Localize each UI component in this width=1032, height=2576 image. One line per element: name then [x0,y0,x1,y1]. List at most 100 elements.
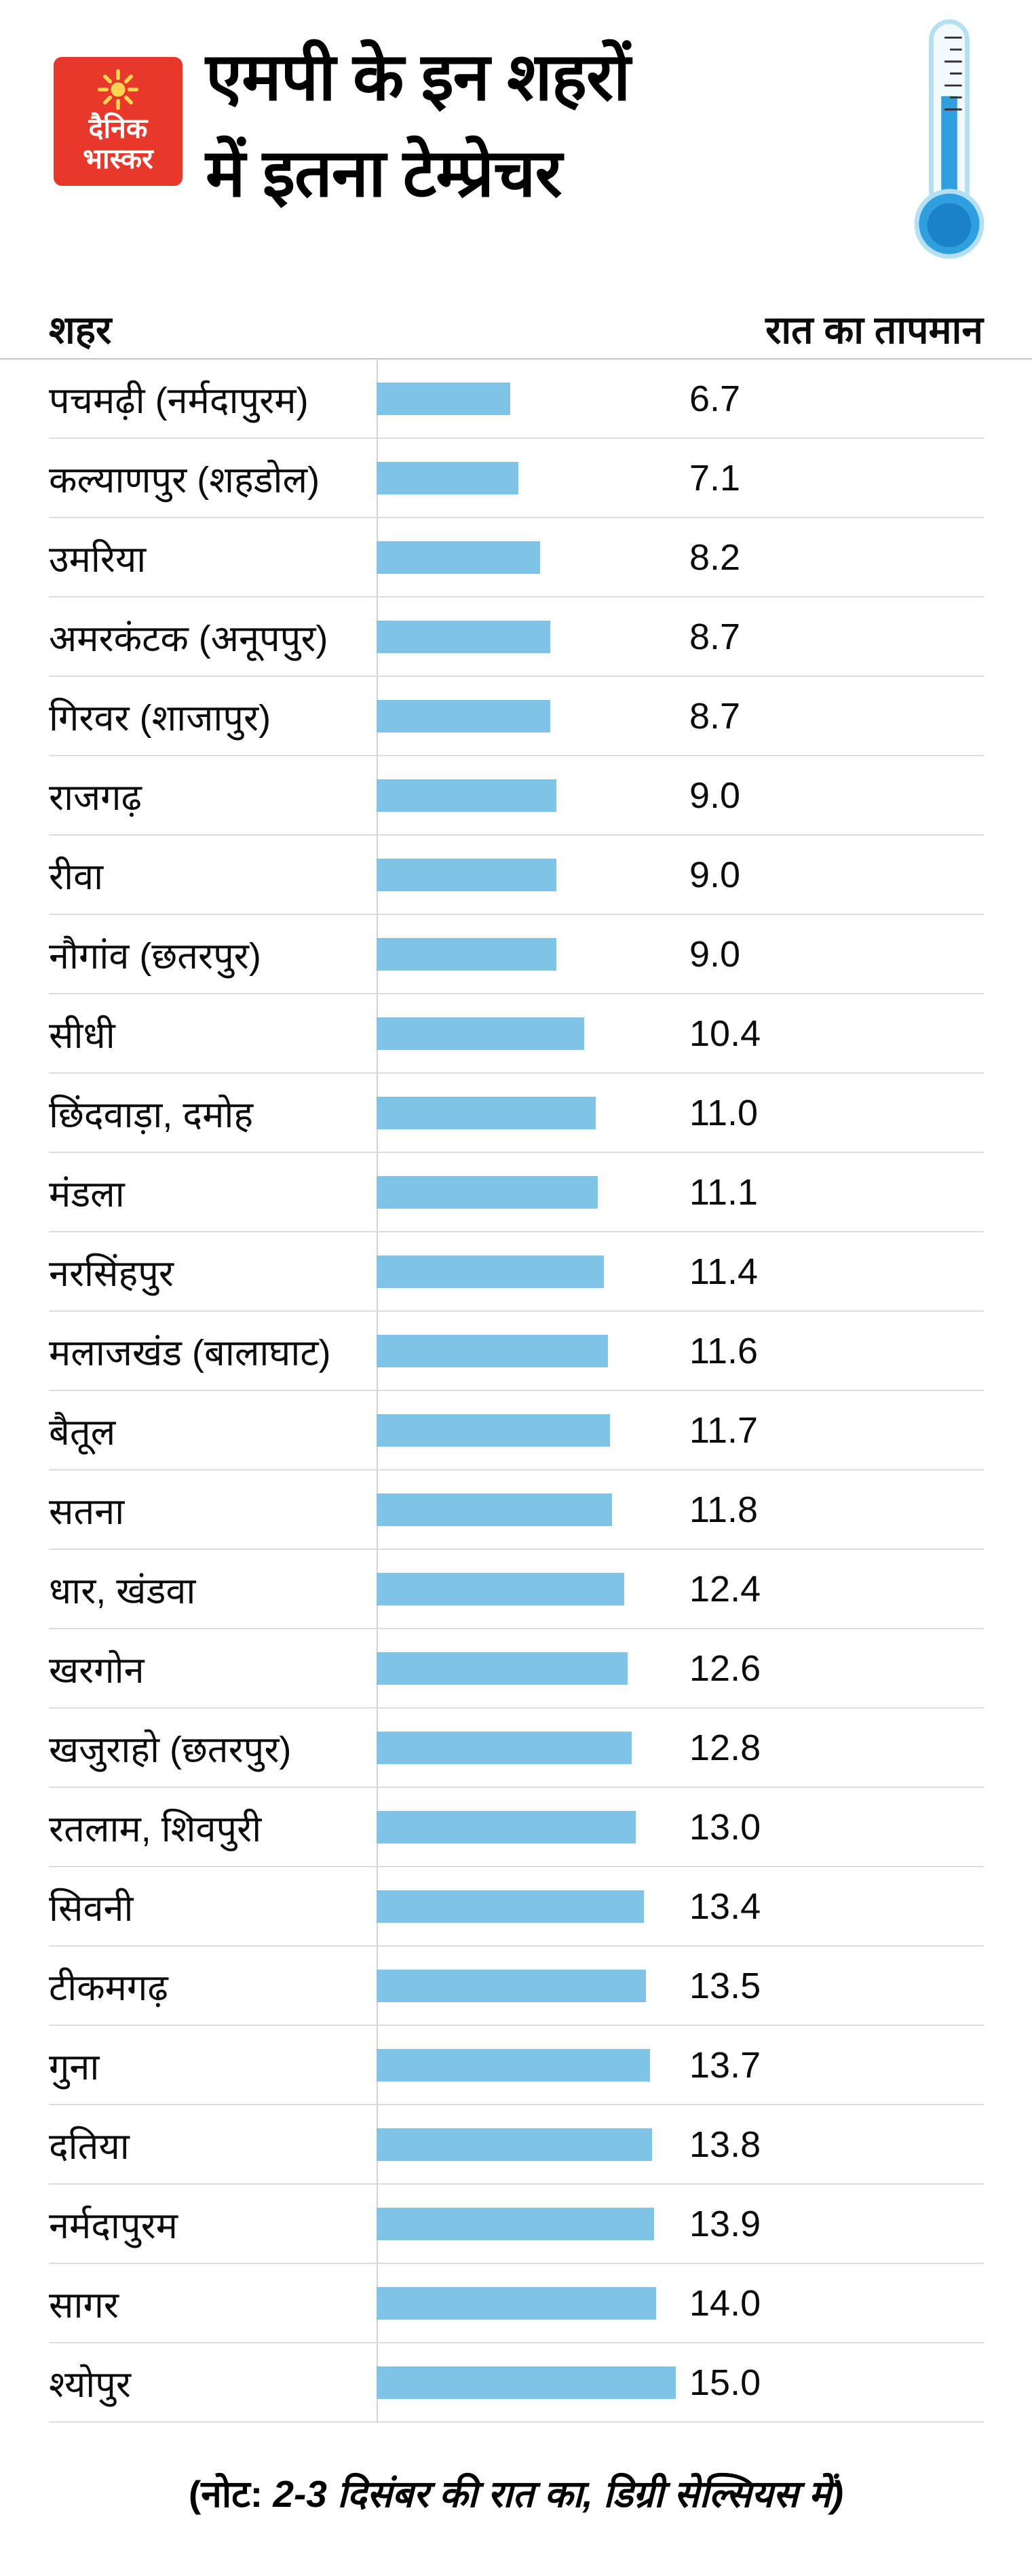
city-label: छिंदवाड़ा, दमोह [49,1094,254,1135]
table-row: श्योपुर 15.0 [49,2343,984,2423]
temperature-value: 9.0 [689,854,741,895]
temperature-value: 13.8 [689,2124,761,2165]
temperature-bar [377,1890,644,1923]
bar-track [377,620,676,653]
bar-track [377,1810,676,1843]
dainik-bhaskar-logo: दैनिक भास्कर [54,57,183,186]
bar-track [377,2207,676,2240]
bar-track [377,382,676,415]
table-row: दतिया 13.8 [49,2105,984,2185]
note-label: (नोट: [188,2473,263,2515]
table-row: रतलाम, शिवपुरी 13.0 [49,1788,984,1867]
city-label: नौगांव (छतरपुर) [49,935,261,977]
temperature-bar [377,1413,610,1447]
temperature-value: 8.7 [689,616,741,657]
temperature-value: 13.0 [689,1806,761,1848]
city-label: सीधी [49,1015,115,1056]
city-label: सिवनी [49,1888,134,1929]
city-label: धार, खंडवा [49,1570,196,1612]
bar-track [377,2048,676,2082]
temperature-bar [377,1731,632,1764]
temperature-bar [377,2366,676,2399]
city-label: मंडला [49,1173,125,1215]
temperature-value: 9.0 [689,775,741,816]
table-row: गिरवर (शाजापुर) 8.7 [49,677,984,756]
city-label: दतिया [49,2126,130,2167]
temperature-bar [377,1652,628,1685]
bar-track [377,461,676,494]
table-row: धार, खंडवा 12.4 [49,1550,984,1629]
table-row: कल्याणपुर (शहडोल) 7.1 [49,439,984,518]
bar-track [377,699,676,733]
city-label: कल्याणपुर (शहडोल) [49,459,320,501]
note-text: 2-3 दिसंबर की रात का, डिग्री सेल्सियस मे… [273,2473,844,2515]
temperature-value: 7.1 [689,457,741,499]
city-label: पचमढ़ी (नर्मदापुरम) [49,380,309,421]
temperature-value: 10.4 [689,1013,761,1054]
temperature-value: 11.1 [689,1171,759,1213]
bar-track [377,1731,676,1764]
temperature-bar [377,620,550,653]
temperature-bar [377,2128,652,2161]
logo-text-line1: दैनिक [88,112,148,144]
city-label: बैतूल [49,1411,116,1453]
table-row: टीकमगढ़ 13.5 [49,1947,984,2026]
temperature-value: 13.4 [689,1886,761,1927]
city-label: सतना [49,1491,125,1532]
temperature-bar [377,1493,612,1526]
temperature-value: 8.7 [689,695,741,737]
table-row: उमरिया 8.2 [49,518,984,598]
table-row: नर्मदापुरम 13.9 [49,2185,984,2264]
temperature-bar [377,699,550,733]
bar-track [377,1017,676,1050]
temperature-bar [377,2048,650,2082]
bar-track [377,541,676,574]
bar-track [377,1413,676,1447]
temperature-value: 13.5 [689,1965,761,2006]
temperature-value: 8.2 [689,536,741,578]
table-row: खरगोन 12.6 [49,1629,984,1709]
footer-note: (नोट: 2-3 दिसंबर की रात का, डिग्री सेल्स… [0,2467,1032,2518]
city-label: गुना [49,2046,100,2088]
table-row: अमरकंटक (अनूपपुर) 8.7 [49,598,984,677]
table-row: सिवनी 13.4 [49,1867,984,1947]
temperature-bar [377,1810,636,1843]
temperature-value: 6.7 [689,378,741,419]
city-label: राजगढ़ [49,777,142,818]
title-line2: में इतना टेम्प्रेचर [206,136,562,211]
temperature-bar [377,858,556,891]
temperature-value: 12.8 [689,1727,761,1768]
city-label: रीवा [49,856,104,897]
bar-track [377,1334,676,1367]
bar-track [377,1890,676,1923]
temperature-bar [377,461,518,494]
city-label: नर्मदापुरम [49,2205,178,2246]
city-label: गिरवर (शाजापुर) [49,697,271,739]
temperature-value: 13.7 [689,2044,761,2086]
city-label: नरसिंहपुर [49,1253,174,1294]
city-label: सागर [49,2284,119,2326]
temperature-value: 14.0 [689,2282,761,2324]
bar-track [377,858,676,891]
temperature-value: 12.4 [689,1568,761,1609]
city-label: मलाजखंड (बालाघाट) [49,1332,331,1373]
bar-track [377,937,676,971]
table-row: राजगढ़ 9.0 [49,756,984,836]
temperature-bar [377,1334,609,1367]
table-header: शहर रात का तापमान [0,298,1032,359]
temperature-bar [377,779,556,812]
city-label: खरगोन [49,1650,145,1691]
table-row: पचमढ़ी (नर्मदापुरम) 6.7 [49,359,984,439]
table-row: मंडला 11.1 [49,1153,984,1232]
page-title: एमपी के इन शहरों में इतना टेम्प्रेचर [206,28,630,221]
table-row: नौगांव (छतरपुर) 9.0 [49,915,984,994]
table-row: सतना 11.8 [49,1470,984,1550]
temperature-value: 15.0 [689,2362,761,2403]
temperature-value: 13.9 [689,2203,761,2244]
bar-track [377,1096,676,1129]
city-label: खजुराहो (छतरपुर) [49,1729,292,1770]
sun-icon [97,69,139,110]
bar-track [377,1255,676,1288]
temperature-value: 11.4 [689,1251,759,1292]
